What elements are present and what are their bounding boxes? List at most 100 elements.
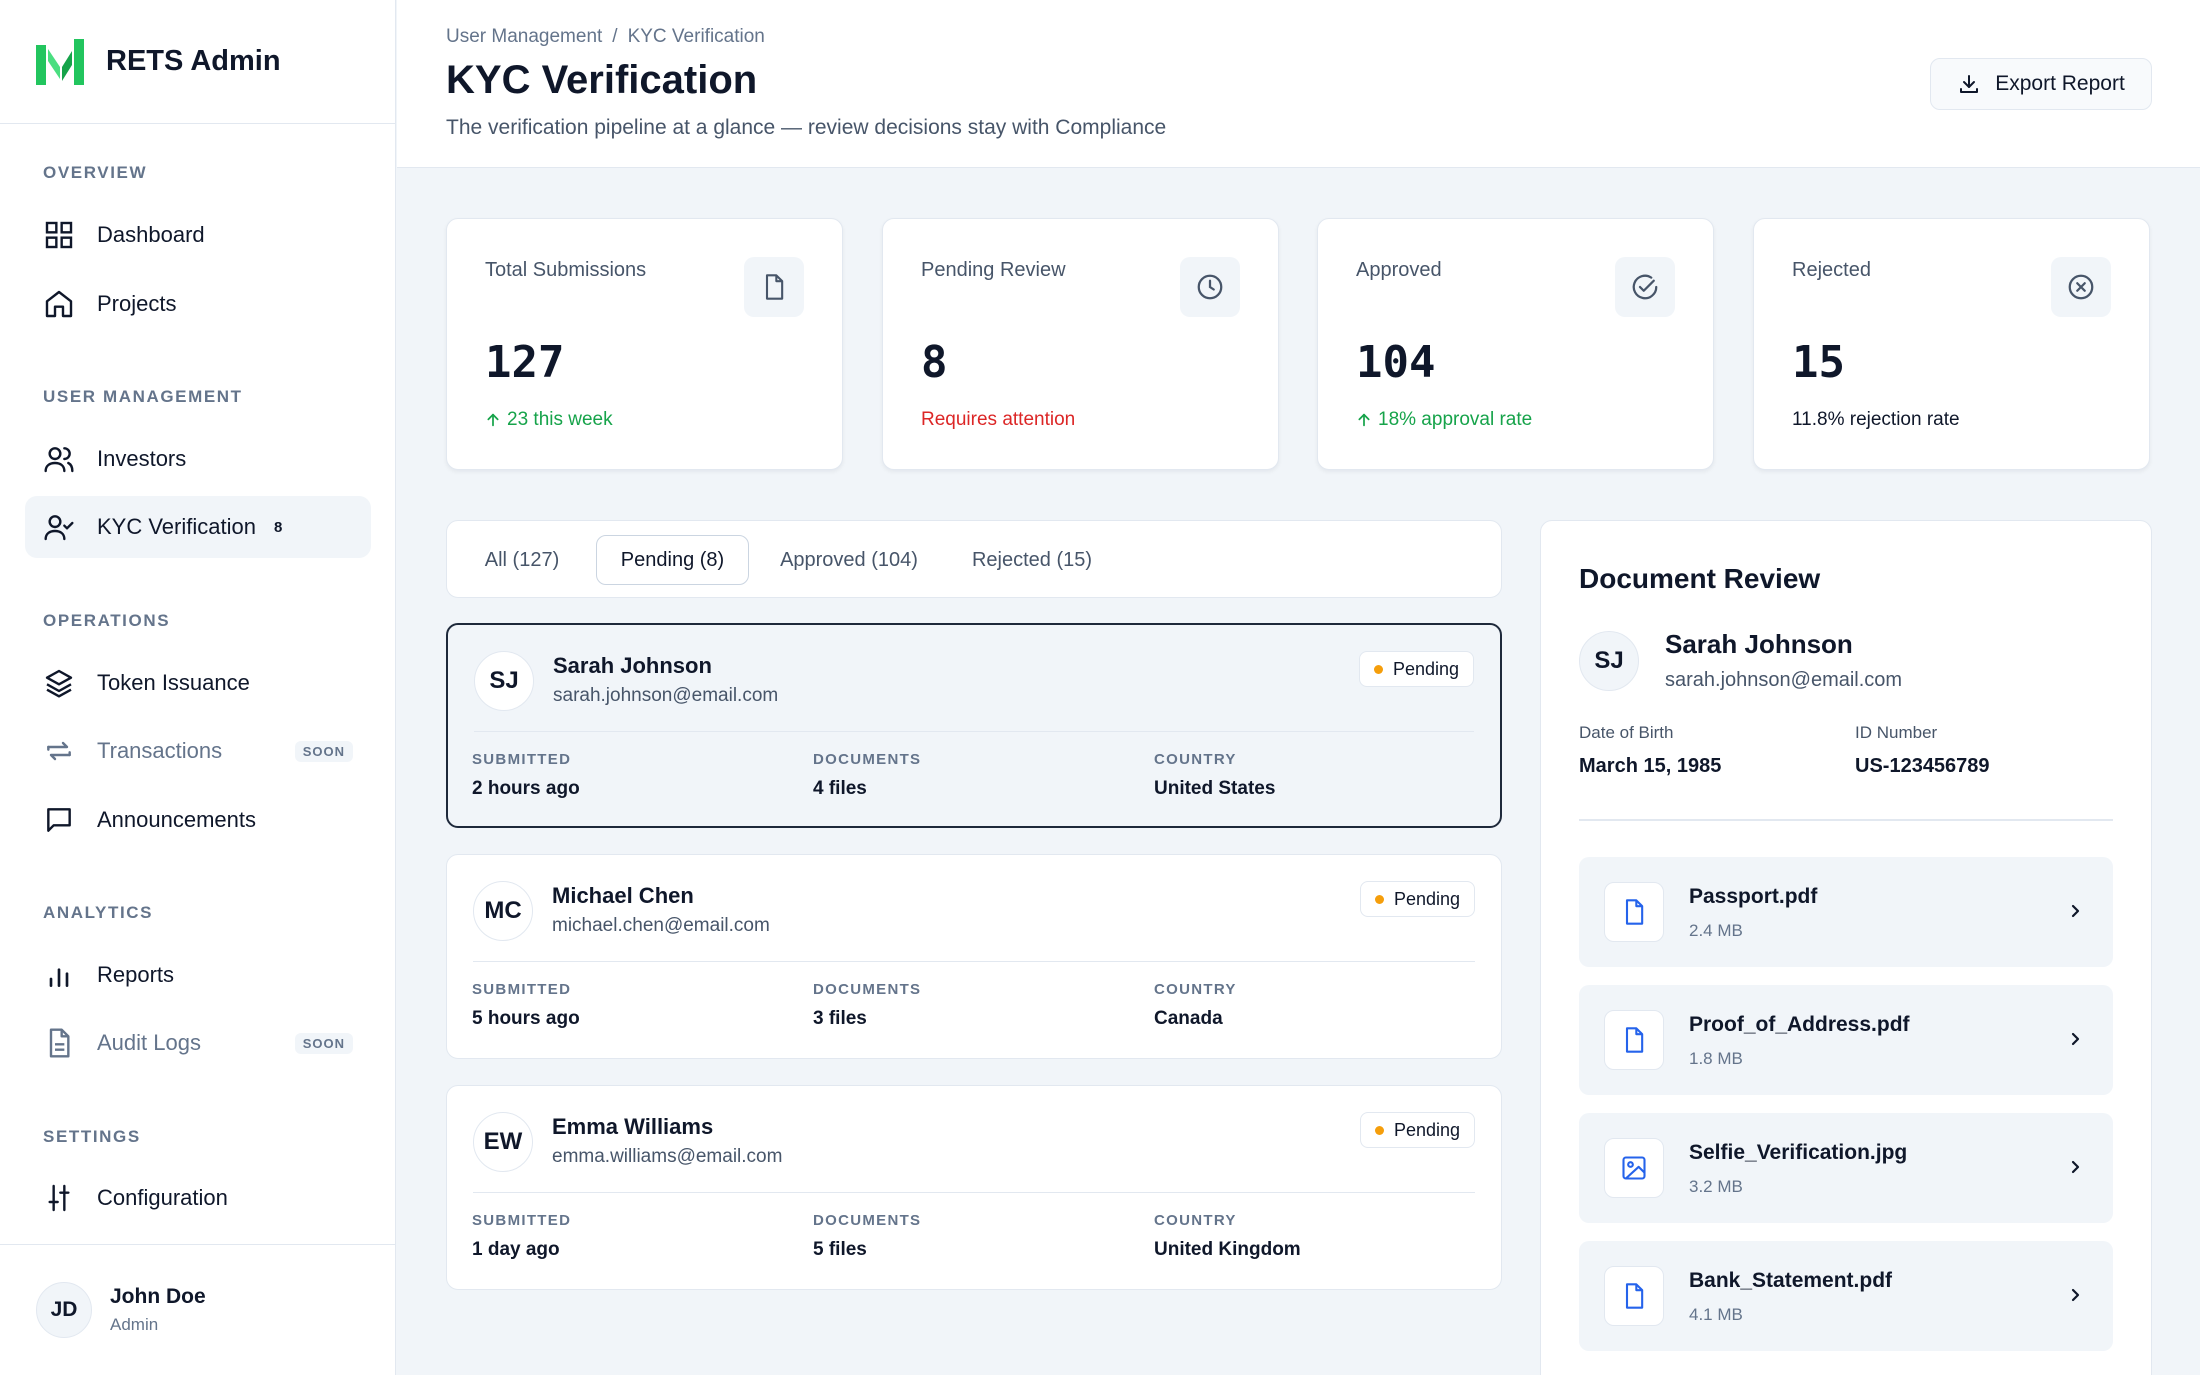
field-label: DOCUMENTS — [813, 981, 922, 998]
sidebar-item-projects[interactable]: Projects — [25, 273, 371, 335]
document-item-selfie-verification[interactable]: Selfie_Verification.jpg 3.2 MB — [1579, 1113, 2113, 1223]
submission-card-michael-chen[interactable]: MC Michael Chen michael.chen@email.com P… — [446, 854, 1502, 1059]
tab-all[interactable]: All (127) — [484, 548, 560, 571]
sidebar-item-announcements[interactable]: Announcements — [25, 789, 371, 851]
field-country: COUNTRY United Kingdom — [1154, 1212, 1301, 1261]
message-square-icon — [47, 808, 71, 832]
field-value: 1 day ago — [472, 1239, 560, 1260]
document-review-title: Document Review — [1579, 563, 1821, 594]
sidebar-item-dashboard[interactable]: Dashboard — [25, 204, 371, 266]
status-badge-label: Pending — [1392, 658, 1459, 679]
sidebar-item-label: Configuration — [97, 1185, 228, 1210]
document-name: Bank_Statement.pdf — [1689, 1269, 1893, 1292]
stat-label: Rejected — [1792, 259, 1871, 281]
document-name: Selfie_Verification.jpg — [1689, 1141, 1908, 1164]
field-id-number: ID Number US-123456789 — [1855, 723, 1990, 778]
sidebar-item-token-issuance[interactable]: Token Issuance — [25, 652, 371, 714]
document-size: 2.4 MB — [1689, 921, 1743, 940]
submission-name: Michael Chen — [552, 883, 694, 908]
field-submitted: SUBMITTED 2 hours ago — [472, 751, 580, 800]
sidebar-item-label: Audit Logs — [97, 1030, 201, 1055]
breadcrumb-item-user-management[interactable]: User Management — [446, 26, 603, 47]
divider — [1579, 819, 2113, 821]
image-icon — [1604, 1138, 1664, 1198]
status-dot-icon — [1374, 1125, 1384, 1135]
divider — [473, 1192, 1475, 1193]
stat-value: 127 — [485, 337, 565, 388]
field-label: SUBMITTED — [472, 1212, 572, 1229]
stat-note-text: 11.8% rejection rate — [1792, 409, 1960, 430]
x-circle-icon — [2051, 257, 2111, 317]
section-user-management: USER MANAGEMENT — [43, 387, 243, 406]
sidebar-item-configuration[interactable]: Configuration — [25, 1167, 371, 1229]
file-icon — [1604, 882, 1664, 942]
sidebar-item-label: KYC Verification — [97, 514, 256, 539]
document-item-proof-of-address[interactable]: Proof_of_Address.pdf 1.8 MB — [1579, 985, 2113, 1095]
section-overview: OVERVIEW — [43, 163, 148, 182]
status-badge-label: Pending — [1393, 1119, 1460, 1140]
sidebar-item-label: Reports — [97, 962, 175, 987]
avatar: EW — [473, 1112, 533, 1172]
stat-note-text: Requires attention — [921, 409, 1076, 430]
document-name: Proof_of_Address.pdf — [1689, 1013, 1910, 1036]
field-value: United States — [1154, 778, 1276, 799]
field-value: United Kingdom — [1154, 1239, 1301, 1260]
sidebar-item-label: Announcements — [97, 807, 256, 832]
stat-card-total-submissions: Total Submissions 127 23 this week — [446, 218, 843, 470]
field-value: 2 hours ago — [472, 778, 580, 799]
current-user[interactable]: JD John Doe Admin — [0, 1244, 396, 1375]
user-role: Admin — [110, 1315, 159, 1334]
file-text-icon — [49, 1028, 70, 1058]
document-size: 3.2 MB — [1689, 1177, 1743, 1196]
divider — [474, 731, 1474, 732]
avatar: SJ — [474, 651, 534, 711]
breadcrumb-item-current: KYC Verification — [627, 26, 765, 47]
field-value: 3 files — [813, 1008, 867, 1029]
submission-card-sarah-johnson[interactable]: SJ Sarah Johnson sarah.johnson@email.com… — [446, 623, 1502, 828]
field-date-of-birth: Date of Birth March 15, 1985 — [1579, 723, 1721, 778]
file-icon — [1604, 1010, 1664, 1070]
tab-rejected[interactable]: Rejected (15) — [971, 548, 1093, 571]
export-report-button[interactable]: Export Report — [1930, 58, 2152, 110]
chevron-right-icon — [2071, 1032, 2080, 1046]
stat-label: Approved — [1356, 259, 1442, 281]
sidebar-item-label: Investors — [97, 446, 187, 471]
sidebar-item-label: Dashboard — [97, 222, 205, 247]
user-info: John Doe Admin — [110, 1285, 206, 1335]
field-value: 5 hours ago — [472, 1008, 580, 1029]
sidebar-item-investors[interactable]: Investors — [25, 428, 371, 490]
tab-pending[interactable]: Pending (8) — [596, 535, 749, 585]
page-title: KYC Verification — [446, 58, 758, 102]
sidebar-item-audit-logs[interactable]: Audit Logs SOON — [25, 1012, 371, 1074]
document-size: 1.8 MB — [1689, 1049, 1743, 1068]
field-label: COUNTRY — [1154, 981, 1237, 998]
field-label: SUBMITTED — [472, 981, 572, 998]
sidebar-item-kyc-verification[interactable]: KYC Verification 8 — [25, 496, 371, 558]
stat-note: 11.8% rejection rate — [1792, 409, 1960, 431]
tab-approved[interactable]: Approved (104) — [780, 548, 918, 571]
submission-card-emma-williams[interactable]: EW Emma Williams emma.williams@email.com… — [446, 1085, 1502, 1290]
stat-note: Requires attention — [921, 409, 1075, 431]
stat-value: 15 — [1792, 337, 1845, 388]
stat-card-rejected: Rejected 15 11.8% rejection rate — [1753, 218, 2150, 470]
avatar: MC — [473, 881, 533, 941]
brand[interactable]: RETS Admin — [0, 0, 395, 124]
chevron-right-icon — [2071, 1160, 2080, 1174]
avatar: SJ — [1579, 631, 1639, 691]
layers-icon — [45, 669, 73, 698]
page-header: User Management / KYC Verification KYC V… — [397, 0, 2200, 168]
sidebar-item-label: Token Issuance — [97, 670, 250, 695]
stat-label: Total Submissions — [485, 259, 647, 281]
document-item-bank-statement[interactable]: Bank_Statement.pdf 4.1 MB — [1579, 1241, 2113, 1351]
field-label: SUBMITTED — [472, 751, 572, 768]
sidebar-item-reports[interactable]: Reports — [25, 944, 371, 1006]
field-label: COUNTRY — [1154, 1212, 1237, 1229]
status-badge-label: Pending — [1393, 888, 1460, 909]
logo-icon — [36, 38, 84, 85]
stat-note: 18% approval rate — [1356, 409, 1532, 431]
submission-name: Sarah Johnson — [553, 653, 712, 678]
sidebar-item-transactions[interactable]: Transactions SOON — [25, 720, 371, 782]
bar-chart-icon — [49, 968, 69, 987]
document-item-passport[interactable]: Passport.pdf 2.4 MB — [1579, 857, 2113, 967]
repeat-icon — [47, 741, 71, 761]
